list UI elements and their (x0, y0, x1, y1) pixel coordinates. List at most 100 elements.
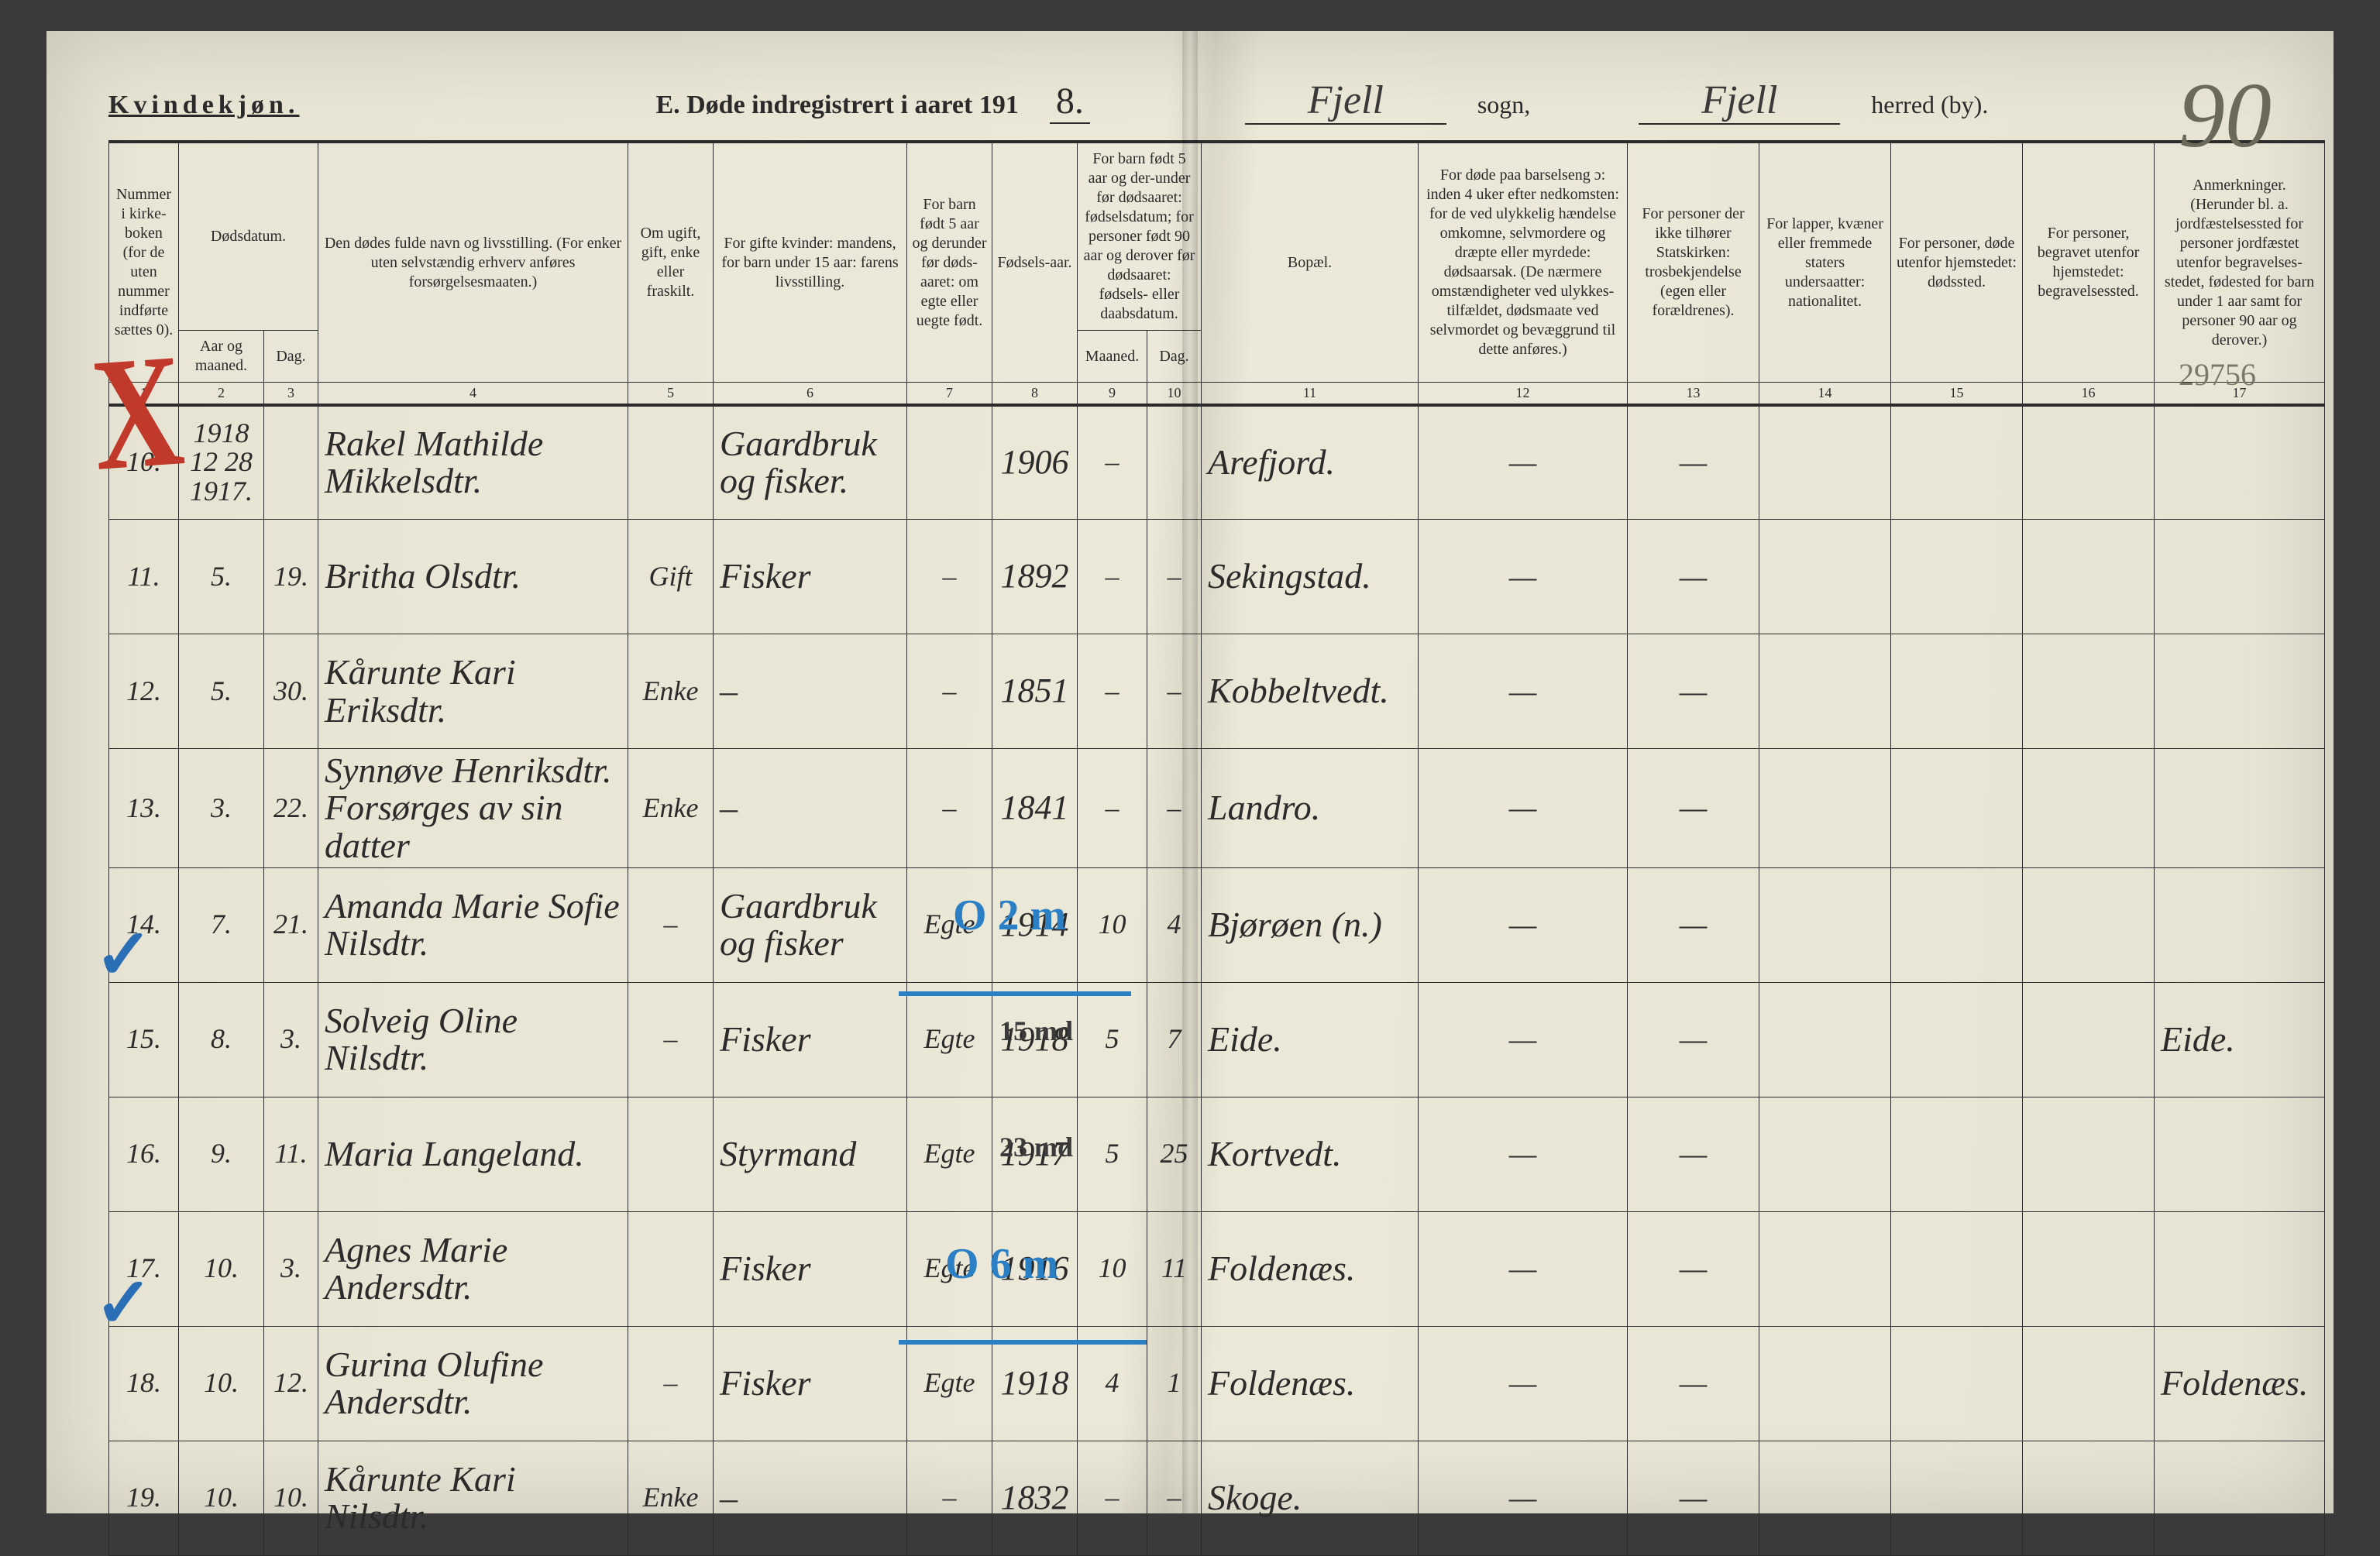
cell-status: Enke (628, 749, 714, 868)
cell-eu: Egte (907, 1211, 992, 1326)
cell-c13: — (1628, 1326, 1759, 1441)
cell-no: 17. (109, 1211, 179, 1326)
cell-place: Eide. (1202, 982, 1419, 1097)
cell-place: Foldenæs. (1202, 1211, 1419, 1326)
col-header-13: For personer der ikke tilhører Statskirk… (1628, 142, 1759, 383)
col-header-6: For gifte kvinder: mandens, for barn und… (714, 142, 907, 383)
cell-c12: — (1419, 1326, 1628, 1441)
cell-status: Enke (628, 1441, 714, 1555)
cell-c15 (1891, 405, 2023, 520)
cell-c13: — (1628, 867, 1759, 982)
cell-c13: — (1628, 1097, 1759, 1211)
cell-year: 1832 (992, 1441, 1078, 1555)
cell-c14 (1759, 1326, 1891, 1441)
cell-c14 (1759, 405, 1891, 520)
cell-c16 (2023, 1441, 2155, 1555)
cell-c15 (1891, 520, 2023, 634)
cell-eu: – (907, 1441, 992, 1555)
sogn-value: Fjell (1245, 77, 1446, 125)
cell-rel: Fisker (714, 1326, 907, 1441)
cell-c12: — (1419, 867, 1628, 982)
cell-c14 (1759, 1097, 1891, 1211)
col-header-12: For døde paa barselseng ɔ: inden 4 uker … (1419, 142, 1628, 383)
cell-day: 10. (264, 1441, 318, 1555)
cell-ym: 1918 12 28 1917. (179, 405, 264, 520)
cell-m: – (1078, 749, 1147, 868)
cell-rel: Gaardbruk og fisker (714, 867, 907, 982)
cell-c12: — (1419, 1097, 1628, 1211)
cell-name: Maria Langeland. (318, 1097, 628, 1211)
gender-label: Kvindekjøn. (108, 91, 299, 120)
cell-ym: 3. (179, 749, 264, 868)
cell-place: Arefjord. (1202, 405, 1419, 520)
cell-c14 (1759, 634, 1891, 749)
form-title: E. Døde indregistrert i aaret 191 (655, 91, 1018, 120)
cell-eu: Egte (907, 982, 992, 1097)
colnum: 14 (1759, 383, 1891, 405)
cell-no: 12. (109, 634, 179, 749)
cell-c17 (2155, 867, 2325, 982)
cell-day: 22. (264, 749, 318, 868)
cell-d: – (1147, 520, 1202, 634)
cell-no: 14. (109, 867, 179, 982)
cell-eu: – (907, 520, 992, 634)
cell-eu: Egte (907, 1326, 992, 1441)
cell-c14 (1759, 867, 1891, 982)
cell-c17 (2155, 634, 2325, 749)
cell-c12: — (1419, 1211, 1628, 1326)
col-header-14: For lapper, kvæner eller fremmede stater… (1759, 142, 1891, 383)
colnum: 12 (1419, 383, 1628, 405)
colnum: 6 (714, 383, 907, 405)
year-suffix: 8. (1050, 80, 1090, 124)
cell-name: Britha Olsdtr. (318, 520, 628, 634)
cell-c13: — (1628, 982, 1759, 1097)
cell-c16 (2023, 749, 2155, 868)
cell-d: 1 (1147, 1326, 1202, 1441)
cell-name: Gurina Olufine Andersdtr. (318, 1326, 628, 1441)
cell-d: – (1147, 749, 1202, 868)
cell-day: 11. (264, 1097, 318, 1211)
cell-c14 (1759, 1211, 1891, 1326)
col-header-17: Anmerkninger. (Herunder bl. a. jordfæste… (2155, 142, 2325, 383)
margin-ref: 29756 (2179, 356, 2256, 393)
cell-c13: — (1628, 1441, 1759, 1555)
cell-place: Landro. (1202, 749, 1419, 868)
cell-c15 (1891, 634, 2023, 749)
cell-year: 1892 (992, 520, 1078, 634)
cell-ym: 10. (179, 1211, 264, 1326)
colnum: 16 (2023, 383, 2155, 405)
cell-c17 (2155, 405, 2325, 520)
table-row: 15.8.3.Solveig Oline Nilsdtr.–FiskerEgte… (109, 982, 2325, 1097)
col-header-2b: Dag. (264, 331, 318, 383)
page-number: 90 (2179, 62, 2272, 169)
ledger-table: Nummer i kirke-boken (for de uten nummer… (108, 140, 2325, 1556)
cell-m: 10 (1078, 867, 1147, 982)
table-row: 17.10.3.Agnes Marie Andersdtr.FiskerEgte… (109, 1211, 2325, 1326)
cell-place: Skoge. (1202, 1441, 1419, 1555)
cell-c14 (1759, 749, 1891, 868)
cell-c13: — (1628, 634, 1759, 749)
cell-eu: Egte (907, 1097, 992, 1211)
cell-no: 10. (109, 405, 179, 520)
cell-m: – (1078, 405, 1147, 520)
colnum: 2 (179, 383, 264, 405)
cell-m: 4 (1078, 1326, 1147, 1441)
cell-status: Gift (628, 520, 714, 634)
cell-c17: Foldenæs. (2155, 1326, 2325, 1441)
table-row: 12.5.30.Kårunte Kari Eriksdtr.Enke––1851… (109, 634, 2325, 749)
cell-c17 (2155, 1211, 2325, 1326)
cell-name: Kårunte Kari Nilsdtr. (318, 1441, 628, 1555)
cell-status: – (628, 982, 714, 1097)
cell-year: 1917 (992, 1097, 1078, 1211)
col-header-16: For personer, begravet utenfor hjemstede… (2023, 142, 2155, 383)
cell-no: 15. (109, 982, 179, 1097)
cell-c15 (1891, 1211, 2023, 1326)
cell-rel: – (714, 634, 907, 749)
cell-rel: Styrmand (714, 1097, 907, 1211)
cell-ym: 8. (179, 982, 264, 1097)
cell-name: Kårunte Kari Eriksdtr. (318, 634, 628, 749)
cell-rel: Gaardbruk og fisker. (714, 405, 907, 520)
cell-rel: Fisker (714, 1211, 907, 1326)
cell-c16 (2023, 867, 2155, 982)
cell-year: 1914 (992, 867, 1078, 982)
